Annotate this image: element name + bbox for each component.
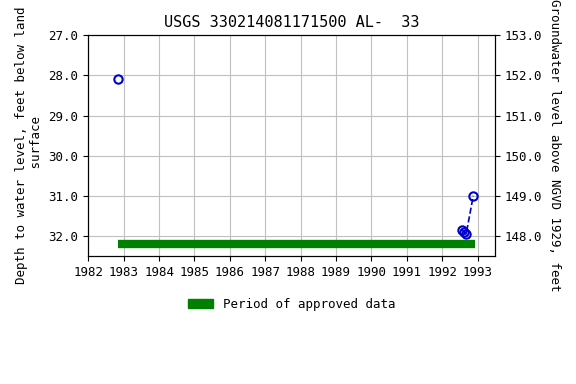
Y-axis label: Groundwater level above NGVD 1929, feet: Groundwater level above NGVD 1929, feet — [548, 0, 561, 292]
Y-axis label: Depth to water level, feet below land
 surface: Depth to water level, feet below land su… — [15, 7, 43, 284]
Legend: Period of approved data: Period of approved data — [183, 293, 400, 316]
Title: USGS 330214081171500 AL-  33: USGS 330214081171500 AL- 33 — [164, 15, 419, 30]
